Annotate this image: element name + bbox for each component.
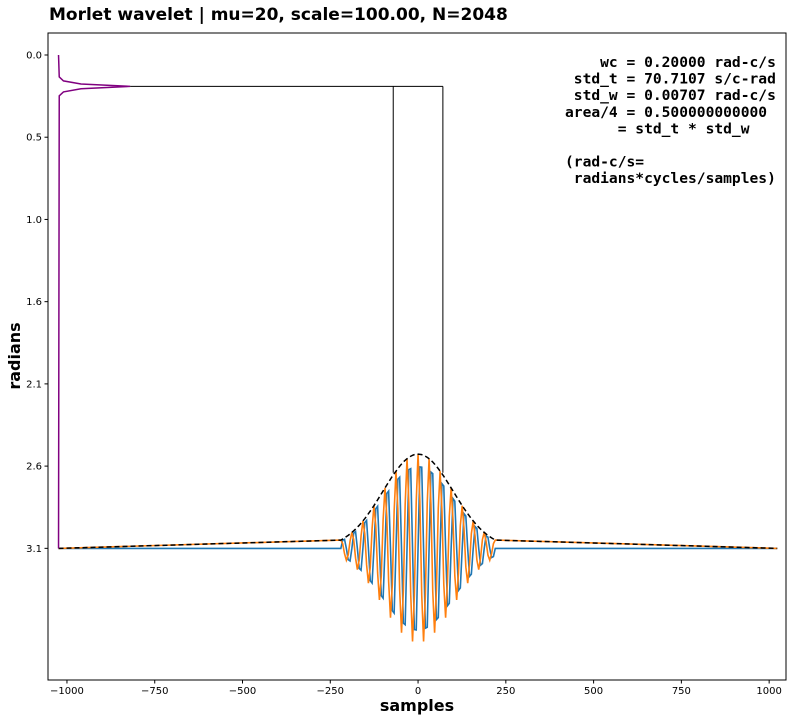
annotation: std_t = 70.7107 s/c-rad xyxy=(565,71,776,88)
x-tick-label: −250 xyxy=(317,686,344,697)
annotation: = std_t * std_w xyxy=(565,120,750,137)
x-tick-label: −750 xyxy=(141,686,168,697)
annotation: area/4 = 0.500000000000 xyxy=(565,104,767,121)
chart-title: Morlet wavelet | mu=20, scale=100.00, N=… xyxy=(49,5,508,25)
series-line xyxy=(57,54,131,549)
annotation: radians*cycles/samples) xyxy=(565,170,776,187)
plot-area xyxy=(57,54,778,642)
axes-frame xyxy=(47,32,787,681)
annotation: std_w = 0.00707 rad-c/s xyxy=(565,87,776,104)
x-tick-label: 1000 xyxy=(756,686,781,697)
series-line xyxy=(58,465,778,631)
annotation: (rad-c/s= xyxy=(565,154,644,171)
annotation: wc = 0.20000 rad-c/s xyxy=(565,54,776,71)
y-axis-label: radians xyxy=(5,322,24,389)
x-tick-label: −500 xyxy=(229,686,256,697)
y-tick-label: 2.6 xyxy=(26,462,42,473)
y-tick-label: 1.0 xyxy=(26,215,42,226)
x-tick-label: 0 xyxy=(415,686,421,697)
y-tick-label: 1.6 xyxy=(26,297,42,308)
y-tick-label: 2.1 xyxy=(26,379,42,390)
x-tick-label: 750 xyxy=(672,686,691,697)
x-axis-label: samples xyxy=(380,696,454,715)
x-tick-label: 500 xyxy=(584,686,603,697)
y-tick-label: 0.5 xyxy=(26,133,42,144)
y-tick-label: 3.1 xyxy=(26,544,42,555)
x-tick-label: −1000 xyxy=(50,686,84,697)
y-tick-label: 0.0 xyxy=(26,50,42,61)
x-tick-label: 250 xyxy=(496,686,515,697)
series-line xyxy=(58,453,778,550)
